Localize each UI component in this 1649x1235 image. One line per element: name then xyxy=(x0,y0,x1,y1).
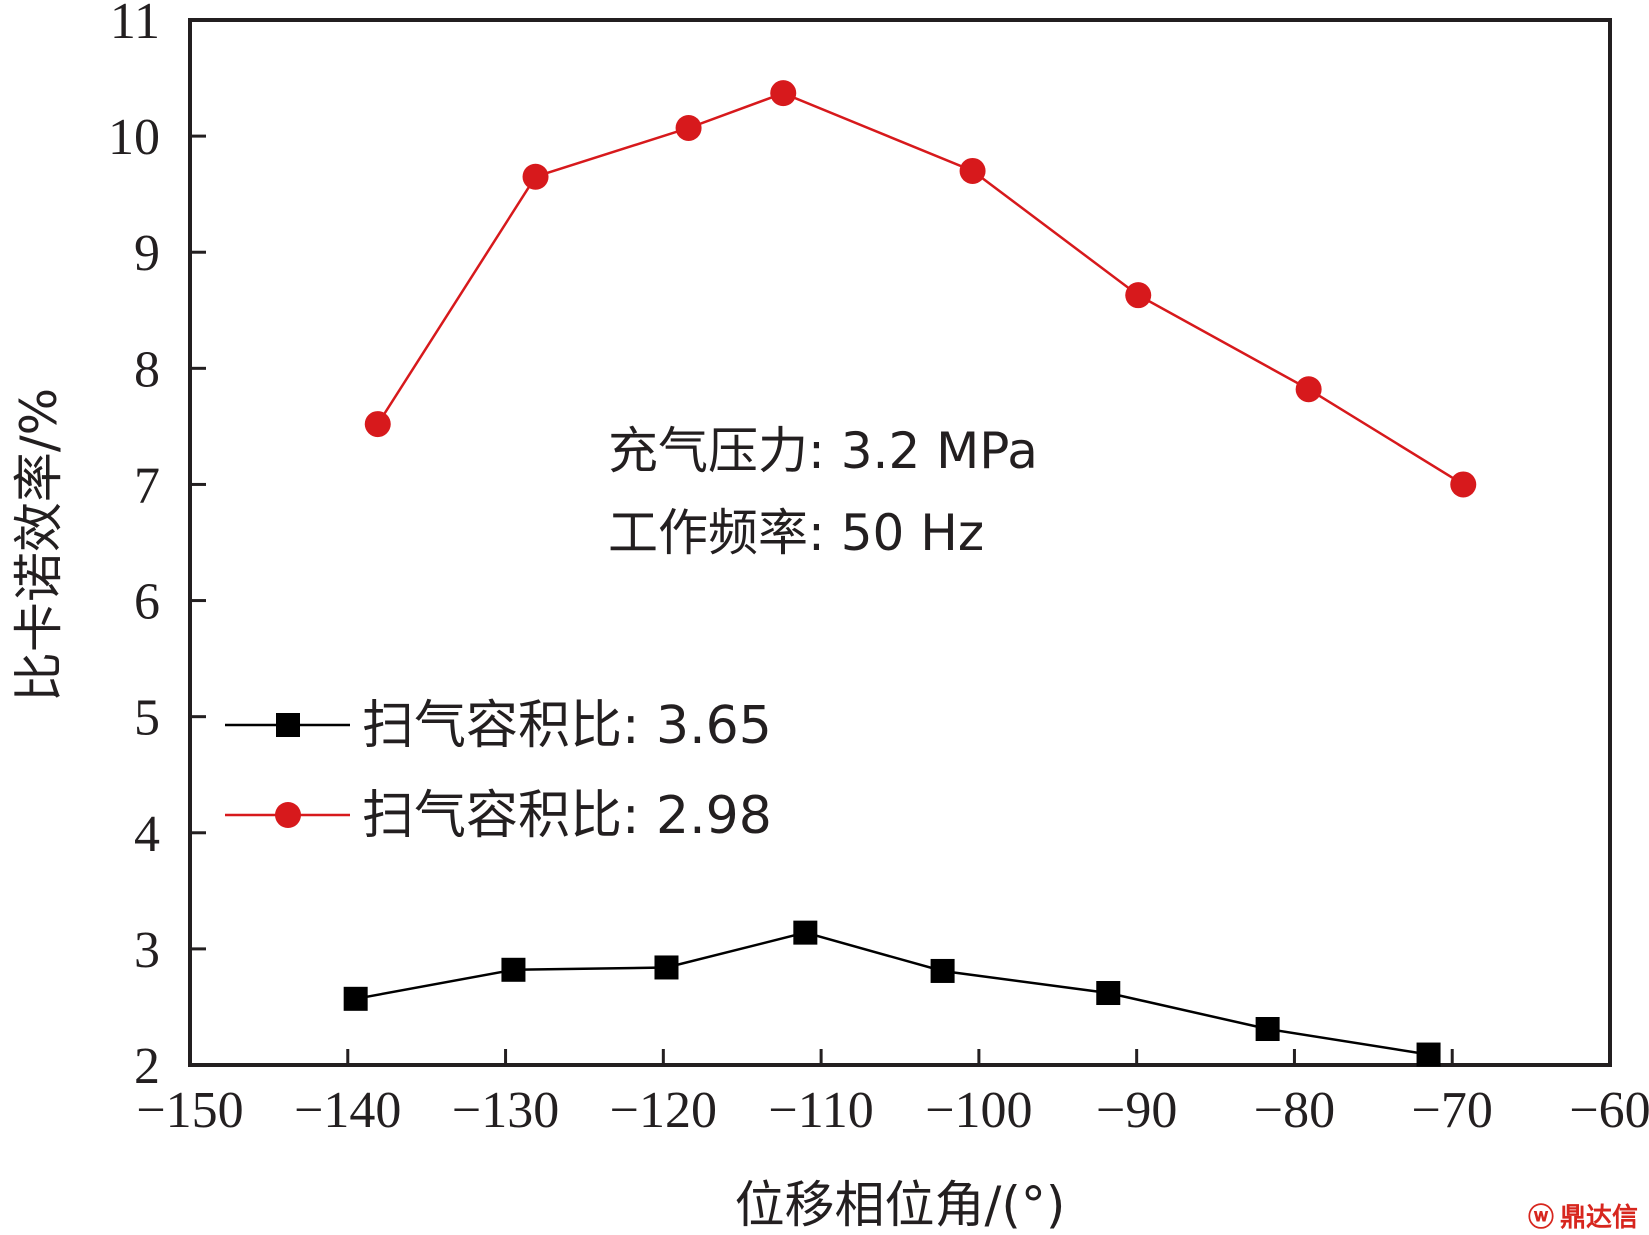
x-tick-label: −60 xyxy=(1569,1082,1649,1139)
series-1-point xyxy=(343,986,368,1011)
series-1-point xyxy=(501,957,526,982)
legend-label-series-2: 扫气容积比: 2.98 xyxy=(362,786,772,846)
y-tick-label: 7 xyxy=(134,457,160,514)
series-2-point xyxy=(1295,376,1322,403)
series-1-line xyxy=(355,931,1429,1056)
y-axis-title: 比卡诺效率/% xyxy=(10,388,68,702)
legend-label-series-1: 扫气容积比: 3.65 xyxy=(362,696,772,756)
y-tick-label: 10 xyxy=(108,109,160,166)
series-2-point xyxy=(959,157,986,184)
series-1-point xyxy=(930,958,955,983)
series-1-point xyxy=(654,955,679,980)
x-axis-ticks: −150 −140 −130 −120 −110 −100 −90 −80 −70 −60 xyxy=(136,1049,1649,1139)
series-2-point xyxy=(522,163,549,190)
series-2-point xyxy=(770,80,797,107)
y-tick-label: 11 xyxy=(110,0,160,50)
series-1-point xyxy=(793,920,818,945)
series-1-point xyxy=(1416,1042,1441,1067)
x-tick-label: −140 xyxy=(294,1082,401,1139)
x-axis-title: 位移相位角/(°) xyxy=(735,1176,1066,1234)
x-tick-label: −90 xyxy=(1096,1082,1177,1139)
legend-marker-square xyxy=(276,713,300,737)
legend-marker-circle xyxy=(275,802,301,828)
watermark-logo-icon: ⓦ xyxy=(1528,1202,1554,1233)
y-tick-label: 9 xyxy=(134,225,160,282)
series-1-point xyxy=(1096,981,1121,1006)
series-2-point xyxy=(1125,282,1152,309)
plot-area-frame xyxy=(188,18,1612,1067)
x-tick-label: −110 xyxy=(768,1082,873,1139)
annotation-pressure: 充气压力: 3.2 MPa xyxy=(608,422,1038,480)
series-2-point xyxy=(1450,471,1477,498)
y-tick-label: 6 xyxy=(134,574,160,631)
series-1-point xyxy=(1255,1017,1280,1042)
y-axis-ticks: 2 3 4 5 6 7 8 9 10 11 xyxy=(108,0,206,1095)
x-tick-label: −80 xyxy=(1254,1082,1335,1139)
annotation-frequency: 工作频率: 50 Hz xyxy=(608,504,984,562)
series-2-point xyxy=(675,114,702,141)
x-tick-label: −130 xyxy=(452,1082,559,1139)
watermark: ⓦ 鼎达信 xyxy=(1528,1202,1638,1233)
x-tick-label: −150 xyxy=(136,1082,243,1139)
legend: 扫气容积比: 3.65 扫气容积比: 2.98 xyxy=(225,696,772,846)
x-tick-label: −100 xyxy=(925,1082,1032,1139)
x-tick-label: −120 xyxy=(610,1082,717,1139)
series-layer xyxy=(343,80,1477,1067)
y-tick-label: 4 xyxy=(134,806,160,863)
series-2-point xyxy=(364,411,391,438)
y-tick-label: 8 xyxy=(134,341,160,398)
x-tick-label: −70 xyxy=(1412,1082,1493,1139)
y-tick-label: 5 xyxy=(134,690,160,747)
watermark-text: 鼎达信 xyxy=(1560,1203,1638,1233)
series-2-line xyxy=(376,91,1464,486)
y-tick-label: 3 xyxy=(134,922,160,979)
y-tick-label: 2 xyxy=(134,1038,160,1095)
